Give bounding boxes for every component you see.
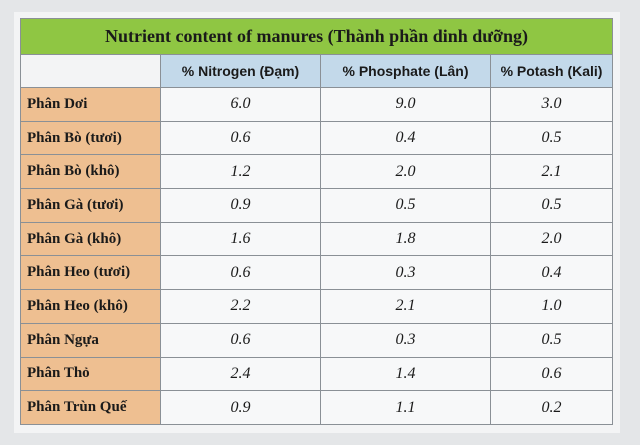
data-row: Phân Gà (tươi) 0.9 0.5 0.5 [20,188,614,223]
data-row: Phân Gà (khô) 1.6 1.8 2.0 [20,221,614,257]
value-cell: 0.6 [489,356,614,392]
value-cell: 0.2 [489,390,614,425]
value-cell: 0.6 [160,120,321,156]
data-row: Phân Trùn Quế 0.9 1.1 0.2 [20,390,614,425]
table-title: Nutrient content of manures (Thành phần … [19,18,614,55]
value-cell: 0.4 [489,255,614,291]
value-cell: 2.1 [320,289,491,324]
nutrient-table: Nutrient content of manures (Thành phần … [19,18,614,425]
value-cell: 9.0 [320,87,491,122]
row-label: Phân Thỏ [20,356,161,392]
value-cell: 1.6 [160,221,321,257]
data-row: Phân Bò (khô) 1.2 2.0 2.1 [20,154,614,190]
data-row: Phân Heo (khô) 2.2 2.1 1.0 [20,289,614,324]
value-cell: 0.6 [160,322,321,358]
title-row: Nutrient content of manures (Thành phần … [19,18,614,55]
value-cell: 0.5 [489,322,614,358]
value-cell: 0.5 [489,120,614,156]
header-cell: % Nitrogen (Đạm) [160,54,321,88]
value-cell: 2.4 [160,356,321,392]
value-cell: 0.6 [160,255,321,291]
value-cell: 0.3 [320,255,491,291]
value-cell: 0.5 [489,188,614,223]
data-row: Phân Thỏ 2.4 1.4 0.6 [20,356,614,392]
value-cell: 1.1 [320,390,491,425]
value-cell: 6.0 [160,87,321,122]
row-label: Phân Gà (tươi) [20,188,161,223]
value-cell: 1.8 [320,221,491,257]
row-label: Phân Bò (khô) [20,154,161,190]
data-row: Phân Ngựa 0.6 0.3 0.5 [20,322,614,358]
value-cell: 3.0 [489,87,614,122]
data-row: Phân Bò (tươi) 0.6 0.4 0.5 [20,120,614,156]
row-label: Phân Bò (tươi) [20,120,161,156]
header-row: % Nitrogen (Đạm)% Phosphate (Lân)% Potas… [20,54,614,88]
row-label: Phân Trùn Quế [20,390,161,425]
value-cell: 0.4 [320,120,491,156]
value-cell: 1.0 [489,289,614,324]
data-row: Phân Heo (tươi) 0.6 0.3 0.4 [20,255,614,291]
data-row: Phân Dơi 6.0 9.0 3.0 [20,87,614,122]
value-cell: 2.1 [489,154,614,190]
table-body: Nutrient content of manures (Thành phần … [19,18,614,425]
header-cell: % Phosphate (Lân) [320,54,491,88]
row-label: Phân Gà (khô) [20,221,161,257]
row-label: Phân Heo (khô) [20,289,161,324]
value-cell: 0.3 [320,322,491,358]
value-cell: 1.4 [320,356,491,392]
value-cell: 0.5 [320,188,491,223]
value-cell: 2.0 [489,221,614,257]
header-cell [20,54,161,88]
value-cell: 2.0 [320,154,491,190]
row-label: Phân Ngựa [20,322,161,358]
row-label: Phân Dơi [20,87,161,122]
row-label: Phân Heo (tươi) [20,255,161,291]
value-cell: 2.2 [160,289,321,324]
value-cell: 1.2 [160,154,321,190]
value-cell: 0.9 [160,390,321,425]
header-cell: % Potash (Kali) [489,54,614,88]
value-cell: 0.9 [160,188,321,223]
